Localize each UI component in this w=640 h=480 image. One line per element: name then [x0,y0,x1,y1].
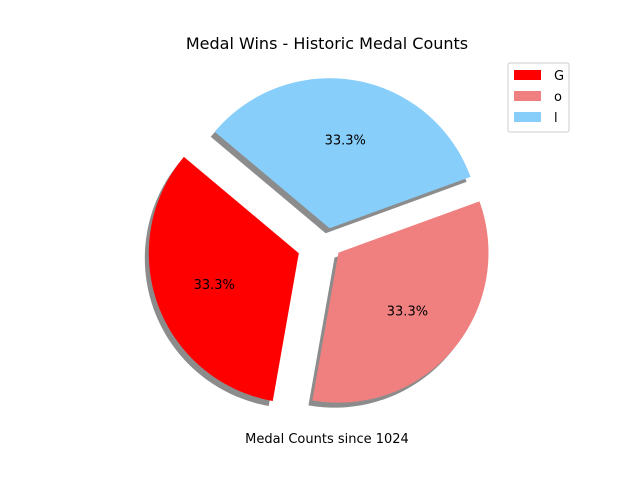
chart-title: Medal Wins - Historic Medal Counts [186,34,468,53]
legend-swatch-g [514,70,541,80]
percent-label-l: 33.3% [325,134,366,149]
pie-slice-l [214,78,471,229]
legend-label-l: l [554,111,558,126]
pie-slice-g [148,156,299,401]
legend-entries: Gol [514,69,564,126]
legend-swatch-o [514,91,541,101]
legend-label-g: G [554,69,564,84]
legend-swatch-l [514,112,541,122]
percent-label-g: 33.3% [194,278,235,293]
percent-labels: 33.3% 33.3% 33.3% [194,134,429,320]
pie-slices [148,78,489,403]
legend: Gol [507,62,570,133]
percent-label-o: 33.3% [387,304,428,319]
pie-slice-o [312,201,489,403]
legend-label-o: o [554,90,562,105]
x-axis-label: Medal Counts since 1024 [245,432,409,447]
